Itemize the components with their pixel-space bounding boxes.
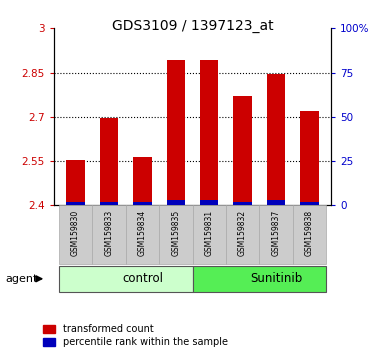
Text: GDS3109 / 1397123_at: GDS3109 / 1397123_at <box>112 19 273 34</box>
Bar <box>192 205 226 264</box>
Bar <box>200 200 218 205</box>
Bar <box>233 96 252 205</box>
Text: GSM159833: GSM159833 <box>104 210 114 256</box>
Bar <box>100 118 118 205</box>
Text: GSM159837: GSM159837 <box>271 210 281 256</box>
Bar <box>267 74 285 205</box>
Bar <box>192 266 326 292</box>
Text: control: control <box>122 272 163 285</box>
Bar <box>100 202 118 205</box>
Bar <box>133 157 152 205</box>
Bar <box>92 205 126 264</box>
Text: GSM159834: GSM159834 <box>138 210 147 256</box>
Bar <box>267 200 285 205</box>
Text: agent: agent <box>6 274 38 284</box>
Text: GSM159832: GSM159832 <box>238 210 247 256</box>
Text: GSM159838: GSM159838 <box>305 210 314 256</box>
Bar <box>259 205 293 264</box>
Legend: transformed count, percentile rank within the sample: transformed count, percentile rank withi… <box>44 325 228 347</box>
Text: Sunitinib: Sunitinib <box>250 272 302 285</box>
Bar <box>159 205 192 264</box>
Bar <box>59 266 192 292</box>
Text: GSM159835: GSM159835 <box>171 210 180 256</box>
Bar <box>59 205 92 264</box>
Text: GSM159830: GSM159830 <box>71 210 80 256</box>
Bar <box>233 202 252 205</box>
Bar <box>293 205 326 264</box>
Bar <box>126 205 159 264</box>
Bar <box>300 111 318 205</box>
Bar <box>67 202 85 205</box>
Bar <box>226 205 259 264</box>
Bar <box>167 200 185 205</box>
Bar <box>133 202 152 205</box>
Bar <box>167 60 185 205</box>
Bar <box>300 202 318 205</box>
Bar <box>200 61 218 205</box>
Bar <box>67 160 85 205</box>
Text: GSM159831: GSM159831 <box>205 210 214 256</box>
